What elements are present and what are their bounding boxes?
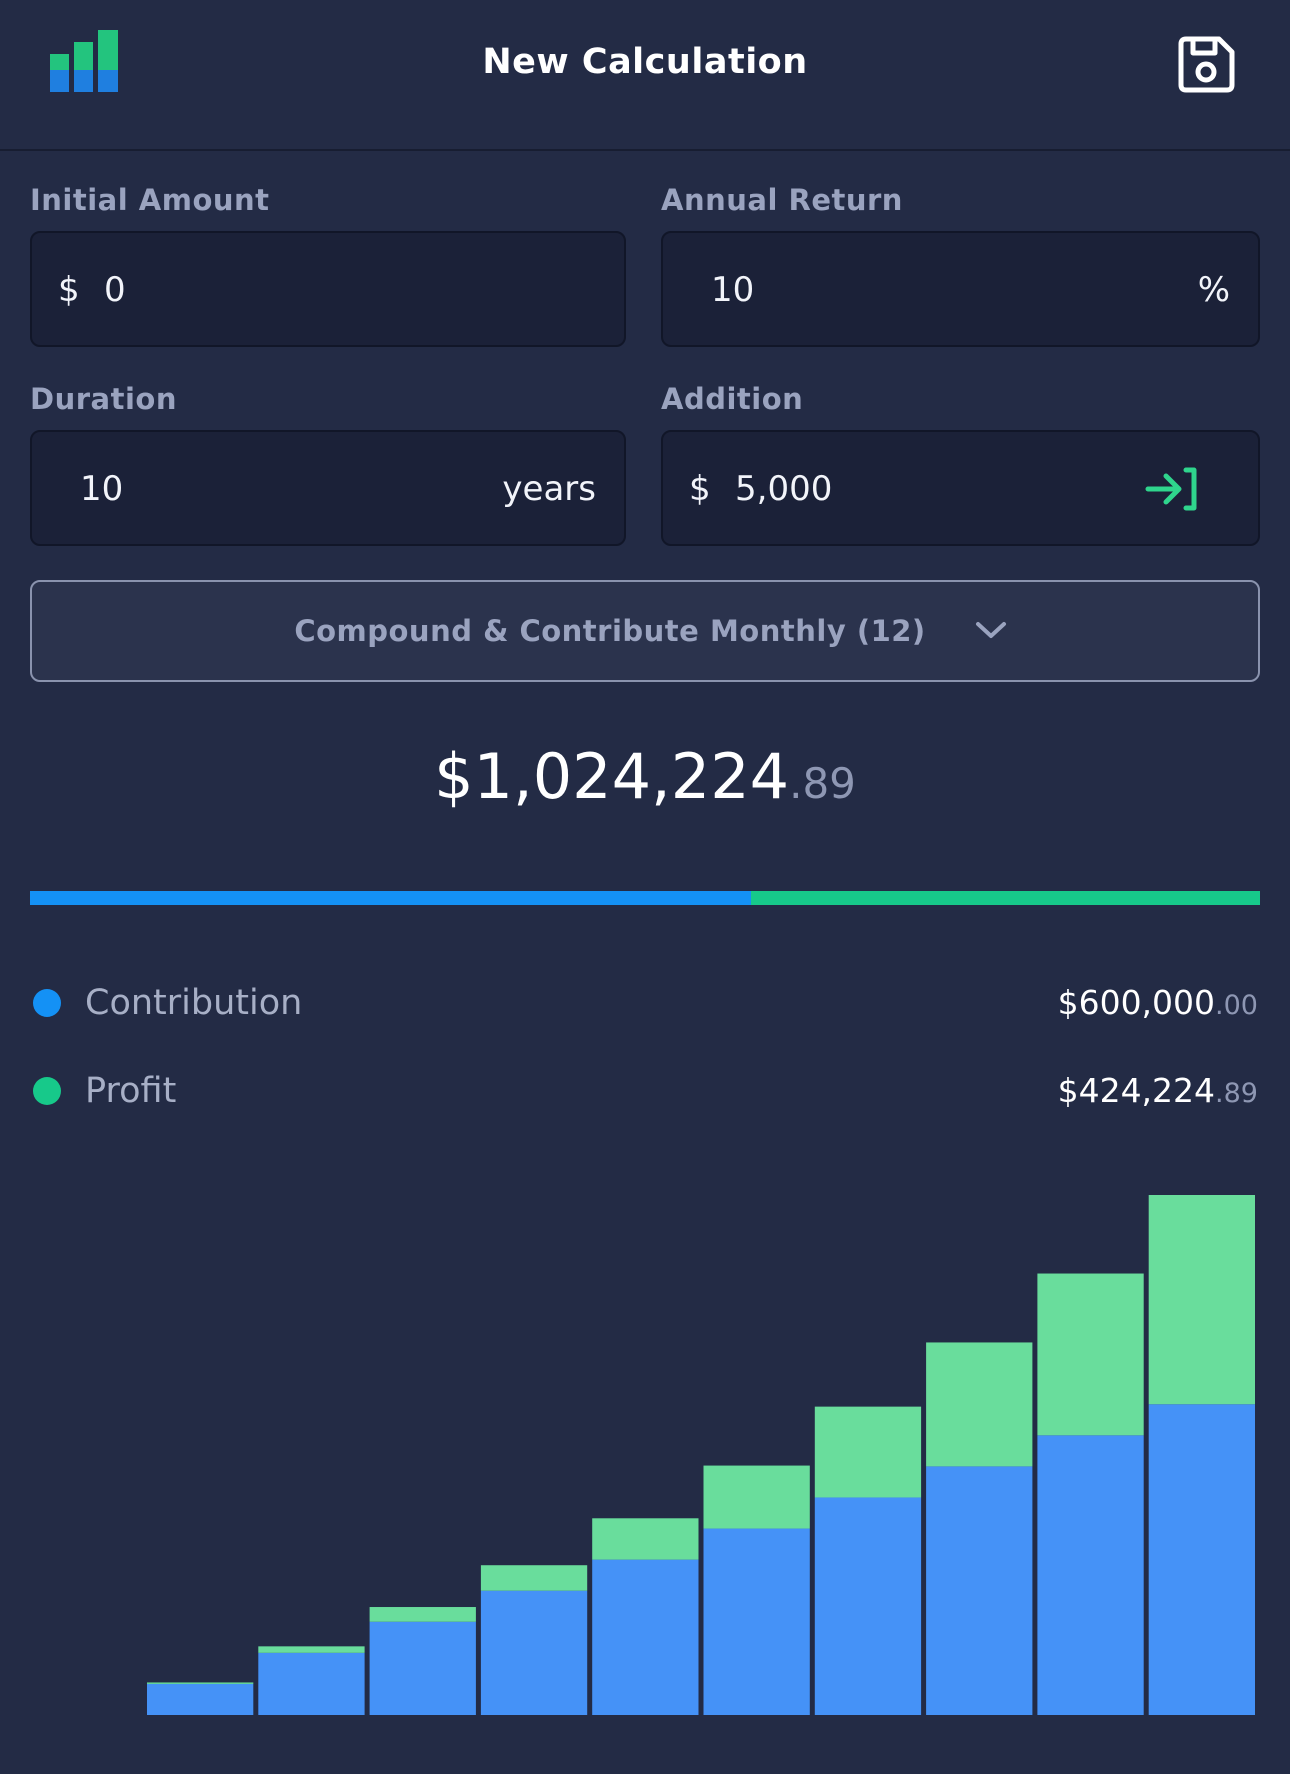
duration-label: Duration <box>30 382 177 416</box>
contribution-dollars: $600,000 <box>1057 983 1216 1022</box>
bar-contribution-3 <box>369 1621 476 1715</box>
contribution-label: Contribution <box>85 983 303 1023</box>
bar-chart-logo-icon <box>50 30 118 92</box>
app-header: New Calculation <box>0 0 1290 151</box>
total-cents: .89 <box>789 759 856 808</box>
contribution-cents: .00 <box>1215 990 1258 1021</box>
addition-label: Addition <box>661 382 804 416</box>
bar-contribution-7 <box>814 1497 922 1715</box>
profit-dot-icon <box>33 1077 61 1105</box>
page-title: New Calculation <box>482 42 808 82</box>
duration-input[interactable]: 10 years <box>30 430 626 546</box>
contribution-value: $600,000.00 <box>1058 978 1258 1031</box>
total-dollars: $1,024,224 <box>434 740 790 813</box>
annual-return-value[interactable]: 10 <box>711 270 755 310</box>
bar-contribution-6 <box>703 1528 810 1715</box>
annual-return-label: Annual Return <box>661 183 903 217</box>
bar-profit-8 <box>926 1342 1033 1467</box>
contribution-ratio-fill <box>30 891 751 905</box>
duration-value[interactable]: 10 <box>80 469 124 509</box>
bar-contribution-8 <box>926 1466 1033 1715</box>
percent-suffix: % <box>1197 270 1230 310</box>
bar-profit-7 <box>814 1406 922 1498</box>
bar-contribution-5 <box>592 1559 699 1715</box>
bar-profit-5 <box>592 1518 699 1560</box>
bar-profit-9 <box>1037 1273 1144 1436</box>
bar-contribution-10 <box>1148 1404 1255 1715</box>
profit-cents: .89 <box>1215 1078 1258 1109</box>
addition-value[interactable]: 5,000 <box>735 469 833 509</box>
bar-profit-3 <box>369 1607 476 1622</box>
frequency-dropdown-label: Compound & Contribute Monthly (12) <box>294 614 926 648</box>
bar-profit-1 <box>147 1682 254 1684</box>
profit-label: Profit <box>85 1071 177 1111</box>
currency-prefix: $ <box>58 270 80 310</box>
contribution-profit-ratio-bar <box>30 891 1260 905</box>
years-suffix: years <box>502 469 596 509</box>
currency-prefix: $ <box>689 469 711 509</box>
bar-profit-2 <box>258 1646 365 1653</box>
initial-amount-input[interactable]: $ 0 <box>30 231 626 347</box>
initial-amount-label: Initial Amount <box>30 183 270 217</box>
contribution-legend-row: Contribution $600,000.00 <box>30 978 1260 1028</box>
contribution-dot-icon <box>33 989 61 1017</box>
addition-input[interactable]: $ 5,000 <box>661 430 1260 546</box>
profit-legend-row: Profit $424,224.89 <box>30 1066 1260 1116</box>
growth-bar-chart <box>147 1195 1255 1715</box>
initial-amount-value[interactable]: 0 <box>104 270 126 310</box>
arrow-right-to-bracket-icon[interactable] <box>1144 464 1200 514</box>
bar-contribution-1 <box>147 1683 254 1715</box>
bar-contribution-4 <box>480 1590 588 1715</box>
annual-return-input[interactable]: 10 % <box>661 231 1260 347</box>
bar-profit-6 <box>703 1465 810 1529</box>
frequency-dropdown[interactable]: Compound & Contribute Monthly (12) <box>30 580 1260 682</box>
bar-profit-4 <box>480 1565 588 1591</box>
total-value: $1,024,224.89 <box>0 740 1290 813</box>
floppy-disk-icon[interactable] <box>1175 34 1237 96</box>
chevron-down-icon <box>976 622 1006 638</box>
bar-contribution-2 <box>258 1652 365 1715</box>
bar-contribution-9 <box>1037 1435 1144 1715</box>
bar-profit-10 <box>1148 1195 1255 1405</box>
profit-dollars: $424,224 <box>1057 1071 1216 1110</box>
profit-value: $424,224.89 <box>1058 1066 1258 1119</box>
